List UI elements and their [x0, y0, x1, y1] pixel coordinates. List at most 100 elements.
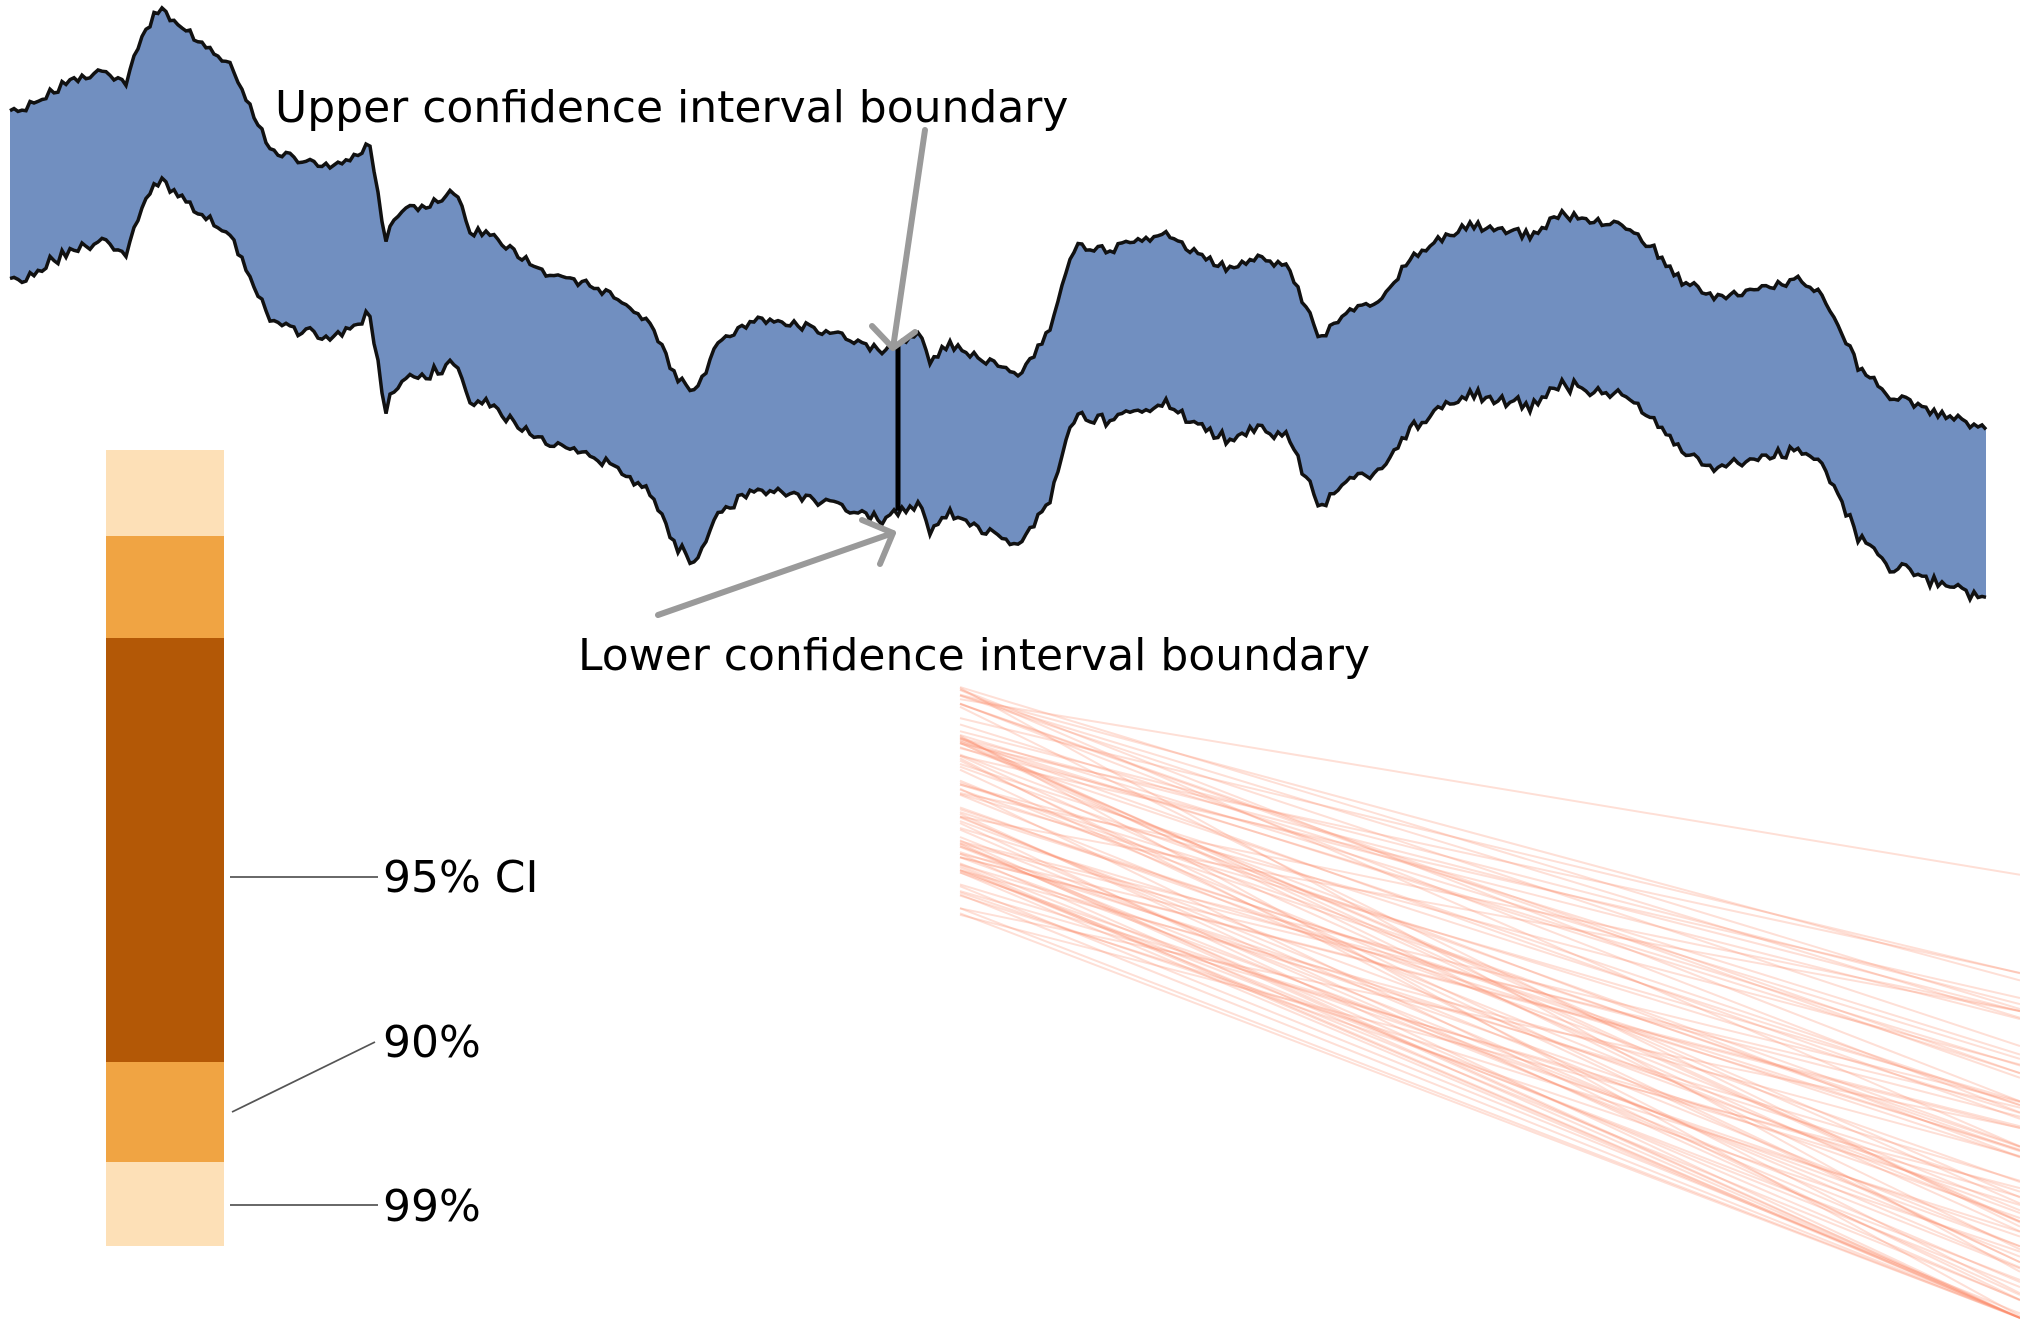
sample-line	[959, 705, 2020, 1228]
sample-line	[959, 746, 2020, 1106]
sample-line	[959, 851, 2020, 1193]
sample-regression-lines	[959, 686, 2020, 1319]
sample-line	[959, 688, 2020, 1103]
upper-boundary-label: Upper confidence interval boundary	[275, 82, 1068, 133]
sample-line	[959, 747, 2020, 1020]
sample-line	[959, 845, 2020, 1219]
upper-boundary-line	[9, 5, 1988, 431]
sample-line	[959, 893, 2020, 1319]
sample-line	[959, 737, 2020, 1013]
sample-line	[959, 815, 2020, 1269]
sample-line	[959, 852, 2020, 1109]
sample-line	[959, 842, 2020, 1319]
sample-line	[959, 839, 2020, 1319]
sample-line	[959, 702, 2020, 1075]
sample-line	[959, 783, 2020, 1114]
sample-line	[959, 885, 2020, 1315]
sample-line	[959, 869, 2020, 1281]
sample-line	[959, 717, 2020, 975]
ci-90-segment-top	[106, 536, 224, 638]
lower-arrow	[655, 517, 896, 618]
sample-line	[959, 912, 2020, 1319]
sample-line	[959, 852, 2020, 1319]
confidence-band	[9, 5, 1988, 604]
sample-line	[959, 737, 2020, 1074]
lower-boundary-label: Lower confidence interval boundary	[578, 630, 1370, 681]
sample-line	[959, 698, 2020, 876]
sample-line	[959, 793, 2020, 1103]
sample-line	[959, 868, 2020, 1301]
sample-line	[959, 754, 2020, 999]
sample-line	[959, 768, 2020, 1264]
sample-line	[959, 792, 2020, 1012]
sample-line	[959, 842, 2020, 1118]
sample-line	[959, 862, 2020, 1289]
sample-line	[959, 686, 2020, 1010]
sample-line	[959, 742, 2020, 974]
sample-line	[959, 808, 2020, 1159]
sample-line	[959, 734, 2020, 1318]
legend-label-99: 99%	[383, 1181, 481, 1232]
sample-line	[959, 759, 2020, 1264]
sample-line	[959, 913, 2020, 1190]
legend-leaders	[230, 876, 378, 1206]
sample-line	[959, 840, 2020, 1103]
sample-line	[959, 787, 2020, 1301]
sample-line	[959, 845, 2020, 1270]
sample-line	[959, 757, 2020, 1295]
sample-line	[959, 890, 2020, 1198]
sample-line	[959, 740, 2020, 1205]
sample-line	[959, 689, 2020, 1148]
sample-line	[959, 735, 2020, 1251]
sample-line	[959, 783, 2020, 1066]
sample-line	[959, 788, 2020, 1148]
sample-line	[959, 883, 2020, 1207]
sample-line	[959, 694, 2020, 1019]
sample-line	[959, 871, 2020, 1238]
sample-line	[959, 822, 2020, 1319]
sample-line	[959, 869, 2020, 1158]
sample-line	[959, 907, 2020, 1319]
sample-line	[959, 815, 2020, 1013]
sample-line	[959, 806, 2020, 1184]
sample-line	[959, 828, 2020, 1284]
legend-label-90: 90%	[383, 1017, 481, 1068]
lower-boundary-line	[9, 175, 1987, 604]
confidence-band-fill	[10, 7, 1986, 600]
sample-line	[959, 687, 2020, 1273]
ci-90-segment-bottom	[106, 1062, 224, 1162]
sample-line	[959, 856, 2020, 1248]
sample-line	[959, 843, 2020, 1302]
sample-line	[959, 763, 2020, 1107]
sample-line	[959, 742, 2020, 1199]
sample-line	[959, 871, 2020, 1319]
sample-line	[959, 694, 2020, 1047]
annotation-arrows	[655, 127, 928, 618]
ci-95-segment	[106, 638, 224, 1062]
ci-99-segment-top	[106, 450, 224, 536]
leader-90	[231, 1041, 376, 1113]
legend-label-95: 95% CI	[383, 852, 538, 903]
sample-line	[959, 827, 2020, 1151]
sample-line	[959, 793, 2020, 1223]
sample-line	[959, 693, 2020, 982]
sample-line	[959, 866, 2020, 1319]
sample-line	[959, 836, 2020, 1258]
sample-line	[959, 820, 2020, 1215]
sample-line	[959, 741, 2020, 1224]
sample-line	[959, 730, 2020, 1006]
sample-line	[959, 703, 2020, 1079]
sample-line	[959, 864, 2020, 1319]
sample-line	[959, 738, 2020, 1120]
sample-line	[959, 863, 2020, 1182]
sample-line	[959, 723, 2020, 1056]
upper-arrow	[869, 127, 928, 351]
sample-line	[959, 754, 2020, 1233]
sample-line	[959, 894, 2020, 1233]
sample-line	[959, 702, 2020, 1114]
sample-line	[959, 781, 2020, 1152]
ci-99-segment-bottom	[106, 1162, 224, 1246]
ci-level-bar	[106, 450, 224, 1246]
sample-line	[959, 891, 2020, 1253]
sample-line	[959, 856, 2020, 1130]
